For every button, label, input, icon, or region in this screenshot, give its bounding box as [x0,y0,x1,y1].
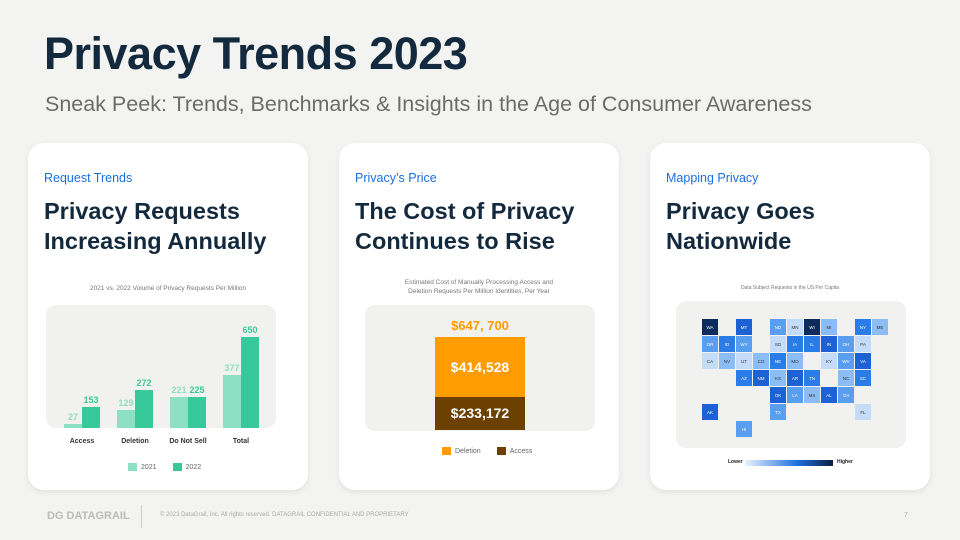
state-ky: KY [821,353,837,369]
legend-high: Higher [837,459,853,465]
state-ks: KS [770,370,786,386]
state-il: IL [804,336,820,352]
state-tx: TX [770,404,786,420]
bar-2022 [241,337,259,428]
page-title: Privacy Trends 2023 [44,28,468,79]
state-nm: NM [753,370,769,386]
chart-title: Data Subject Requests in the US Per Capi… [740,285,840,291]
legend-swatch-access [496,447,506,455]
page-number: 7 [904,512,908,519]
legend-swatch-2022 [172,463,182,471]
chart-title: 2021 vs. 2022 Volume of Privacy Requests… [89,285,247,292]
state-hi: HI [736,421,752,437]
bar-value-label: 225 [189,384,205,395]
category-label: Access [69,438,95,445]
bar-2021 [223,375,241,428]
bar-value-label: 27 [67,412,78,423]
state-ia: IA [787,336,803,352]
state-ne: NE [770,353,786,369]
state-oh: OH [838,336,854,352]
state-wa: WA [702,319,718,335]
card-kicker: Request Trends [44,171,133,185]
state-tn: TN [804,370,820,386]
footer-divider [141,505,142,528]
state-nc: NC [838,370,854,386]
state-nd: ND [770,319,786,335]
card-privacy-price: Privacy’s Price The Cost of Privacy Conti… [339,143,619,490]
state-id: ID [719,336,735,352]
state-ca: CA [702,353,718,369]
state-mn: MN [787,319,803,335]
state-ga: GA [838,387,854,403]
state-co: CO [753,353,769,369]
state-wv: WV [838,353,854,369]
state-wi: WI [804,319,820,335]
state-ny: NY [855,319,871,335]
bar-value-label: 153 [83,394,99,405]
state-va: VA [855,353,871,369]
bar-2021 [64,424,82,428]
chart-title: Estimated Cost of Manually Processing Ac… [404,279,554,295]
chart-legend: Deletion Access [442,447,532,455]
bar-2022 [82,406,100,428]
bar-2021 [117,409,135,428]
state-la: LA [787,387,803,403]
state-al: AL [821,387,837,403]
state-ok: OK [770,387,786,403]
state-or: OR [702,336,718,352]
stacked-segment-access: $233,172 [435,396,525,430]
card-request-trends: Request Trends Privacy Requests Increasin… [28,143,308,490]
legend-low: Lower [728,459,743,465]
bar-value-label: 650 [242,325,258,335]
state-az: AZ [736,370,752,386]
bar-value-label: 272 [136,377,152,388]
chart-legend: 2021 2022 [128,463,201,471]
state-nv: NV [719,353,735,369]
stacked-segment-deletion: $414,528 [435,337,525,397]
bar-value-label: 377 [224,363,240,374]
bar-2021 [170,397,188,428]
state-mo: MO [787,353,803,369]
total-label: $647, 700 [451,318,509,333]
card-kicker: Privacy’s Price [355,171,437,185]
bar-2022 [188,396,206,428]
state-sd: SD [770,336,786,352]
card-title: Privacy Goes Nationwide [666,198,815,254]
state-sc: SC [855,370,871,386]
bar-2022 [135,389,153,428]
state-in: IN [821,336,837,352]
legend-swatch-2021 [128,463,137,471]
state-ms: MS [804,387,820,403]
category-label: Total [232,438,250,445]
category-label: Deletion [121,438,149,445]
footer-copyright: © 2023 DataGrail, Inc. All rights reserv… [160,512,409,518]
legend-gradient [745,460,833,466]
bar-value-label: 129 [118,397,134,408]
card-mapping-privacy: Mapping Privacy Privacy Goes Nationwide D… [650,143,930,490]
state-me: ME [872,319,888,335]
card-title: The Cost of Privacy Continues to Rise [355,198,575,254]
card-kicker: Mapping Privacy [666,171,759,185]
state-ar: AR [787,370,803,386]
state-pa: PA [855,336,871,352]
card-title: Privacy Requests Increasing Annually [44,198,267,254]
state-mi: MI [821,319,837,335]
state-ak: AK [702,404,718,420]
page-subtitle: Sneak Peek: Trends, Benchmarks & Insight… [45,92,812,116]
state-fl: FL [855,404,871,420]
state-wy: WY [736,336,752,352]
state-ut: UT [736,353,752,369]
legend-swatch-deletion [442,447,451,455]
state-mt: MT [736,319,752,335]
category-label: Do Not Sell [169,438,207,445]
datagrail-logo: DG DATAGRAIL [47,510,130,522]
bar-value-label: 221 [171,385,187,396]
